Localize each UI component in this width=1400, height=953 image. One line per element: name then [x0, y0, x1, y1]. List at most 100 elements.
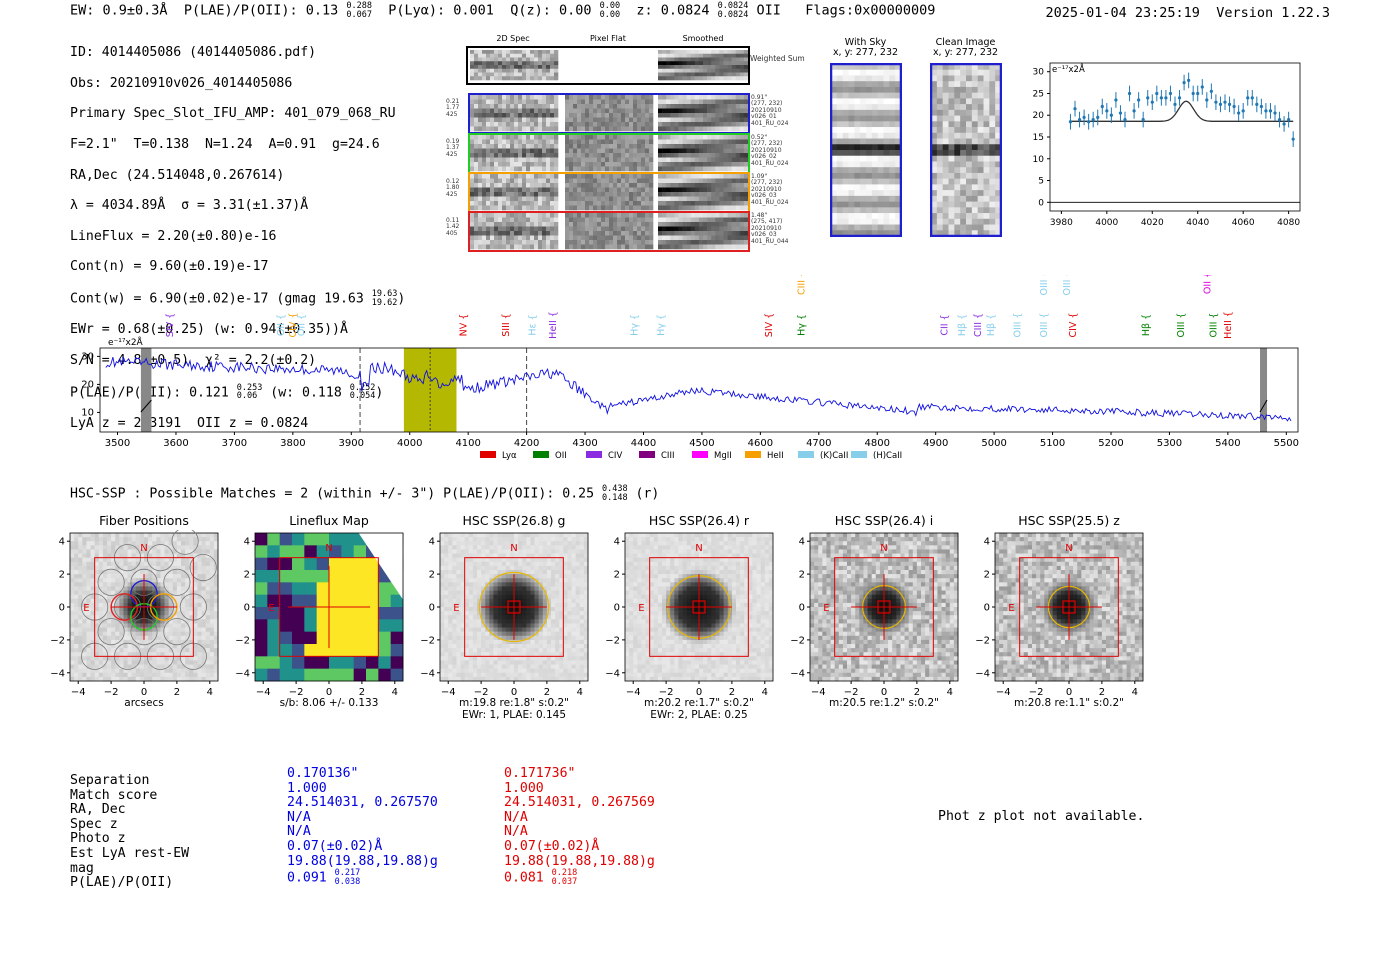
cutout-pixel: [456, 611, 461, 616]
cutout-pixel: [686, 570, 692, 575]
zoom-data-point: [1223, 100, 1227, 104]
cutout-pixel: [551, 631, 556, 637]
cutout-pixel: [472, 676, 478, 682]
cutout-pixel: [637, 582, 642, 587]
cutout-pixel: [546, 676, 552, 682]
cutout-pixel: [518, 676, 523, 682]
cutout-pixel: [629, 631, 634, 637]
cutout-pixel: [662, 631, 667, 637]
cutout-pixel: [551, 635, 556, 641]
image-pixel: [883, 138, 890, 145]
cutout-pixel: [189, 545, 194, 550]
cutout-pixel: [127, 598, 132, 604]
zoom-data-point: [1068, 120, 1073, 124]
cutout-pixel: [645, 611, 650, 616]
cutout-pixel: [156, 672, 161, 678]
image-pixel: [989, 167, 996, 174]
lineflux-pixel: [279, 644, 293, 657]
cutout-pixel: [160, 607, 165, 612]
image-pixel: [871, 104, 878, 111]
image-pixel: [895, 127, 902, 134]
cutout-pixel: [440, 586, 445, 591]
cutout-pixel: [731, 545, 737, 550]
cutout-pixel: [452, 607, 457, 612]
cutout-pixel: [514, 549, 519, 554]
cutout-pixel: [719, 644, 724, 649]
cutout-pixel: [711, 623, 716, 628]
cutout-pixel: [678, 602, 683, 608]
image-pixel: [931, 195, 938, 202]
cutout-pixel: [209, 586, 215, 591]
cutout-pixel: [119, 639, 124, 645]
image-pixel: [931, 167, 938, 174]
cutout-pixel: [546, 598, 552, 604]
cutout-pixel: [575, 533, 581, 538]
cutout-pixel: [641, 537, 646, 542]
cutout-pixel: [518, 565, 523, 571]
cutout-pixel: [575, 639, 581, 645]
spectrum-xtick-label: 4300: [572, 438, 597, 449]
cutout-pixel: [90, 586, 95, 591]
lineflux-pixel: [267, 644, 281, 657]
image-pixel: [936, 92, 943, 99]
cutout-pixel: [148, 553, 153, 558]
cutout-pixel: [538, 553, 544, 558]
cutout-pixel: [707, 541, 712, 546]
cutout-pixel: [699, 545, 704, 550]
cutout-pixel: [703, 644, 708, 649]
lineflux-pixel: [304, 545, 318, 559]
cutout-pixel: [756, 549, 761, 554]
cutout-pixel: [744, 635, 749, 641]
cutout-pixel: [460, 578, 465, 583]
cutout-pixel: [86, 549, 91, 554]
cutout-pixel: [94, 561, 100, 567]
cutout-pixel: [546, 561, 552, 567]
cutout-pixel: [468, 541, 474, 546]
cutout-pixel: [164, 537, 169, 542]
cutout-pixel: [168, 545, 174, 550]
cutout-pixel: [489, 537, 494, 542]
image-pixel: [866, 184, 873, 191]
lineflux-pixel: [316, 619, 330, 633]
header-qz-hi: 0.00: [599, 1, 621, 11]
cutout-pixel: [736, 537, 741, 542]
image-pixel: [931, 115, 938, 122]
image-pixel: [931, 184, 938, 191]
cutout-pixel: [715, 639, 720, 645]
image-pixel: [942, 195, 949, 202]
cutout-pixel: [489, 533, 494, 538]
cutout-pixel: [752, 607, 757, 612]
cutout-pixel: [711, 541, 716, 546]
cutout-pixel: [731, 635, 737, 641]
image-pixel: [936, 98, 943, 105]
cutout-pixel: [629, 553, 634, 558]
cutout-pixel: [727, 619, 733, 624]
cutout-pixel: [555, 627, 560, 632]
lineflux-pixel: [341, 582, 355, 596]
cutout-pixel: [70, 549, 75, 554]
cutout-pixel: [448, 672, 453, 678]
cutout-pixel: [674, 533, 679, 538]
cutout-pixel: [653, 644, 659, 649]
cutout-pixel: [522, 623, 527, 628]
cutout-pixel: [82, 545, 87, 550]
cutout-pixel: [711, 602, 716, 608]
cutout-pixel: [172, 602, 178, 608]
cutout-pixel: [94, 668, 100, 674]
image-pixel: [866, 138, 873, 145]
cutout-pixel: [156, 565, 161, 571]
lineflux-pixel: [341, 619, 355, 633]
cutout-pixel: [444, 611, 449, 616]
cutout-pixel: [526, 594, 531, 600]
cutout-pixel: [94, 586, 100, 591]
east-label: E: [83, 603, 89, 614]
cutout-pixel: [119, 590, 124, 595]
search-box: [464, 557, 564, 657]
cutout-pixel: [711, 545, 716, 550]
cutout-pixel: [205, 533, 211, 538]
cutout-pixel: [131, 639, 137, 645]
image-pixel: [854, 218, 861, 225]
image-pixel: [931, 132, 938, 139]
cutout-pixel: [440, 660, 445, 665]
cutout-pixel: [139, 648, 145, 653]
